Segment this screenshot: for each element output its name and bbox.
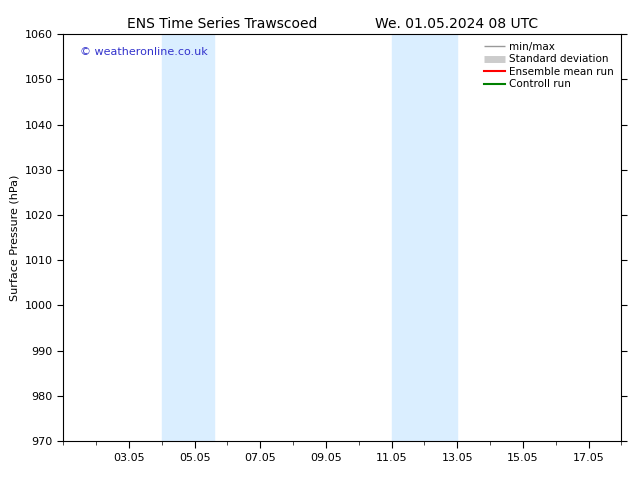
Text: ENS Time Series Trawscoed: ENS Time Series Trawscoed	[127, 17, 317, 31]
Legend: min/max, Standard deviation, Ensemble mean run, Controll run: min/max, Standard deviation, Ensemble me…	[482, 40, 616, 92]
Text: © weatheronline.co.uk: © weatheronline.co.uk	[80, 47, 208, 56]
Bar	[392, 34, 457, 441]
Bar	[162, 34, 214, 441]
Y-axis label: Surface Pressure (hPa): Surface Pressure (hPa)	[10, 174, 19, 301]
Text: We. 01.05.2024 08 UTC: We. 01.05.2024 08 UTC	[375, 17, 538, 31]
